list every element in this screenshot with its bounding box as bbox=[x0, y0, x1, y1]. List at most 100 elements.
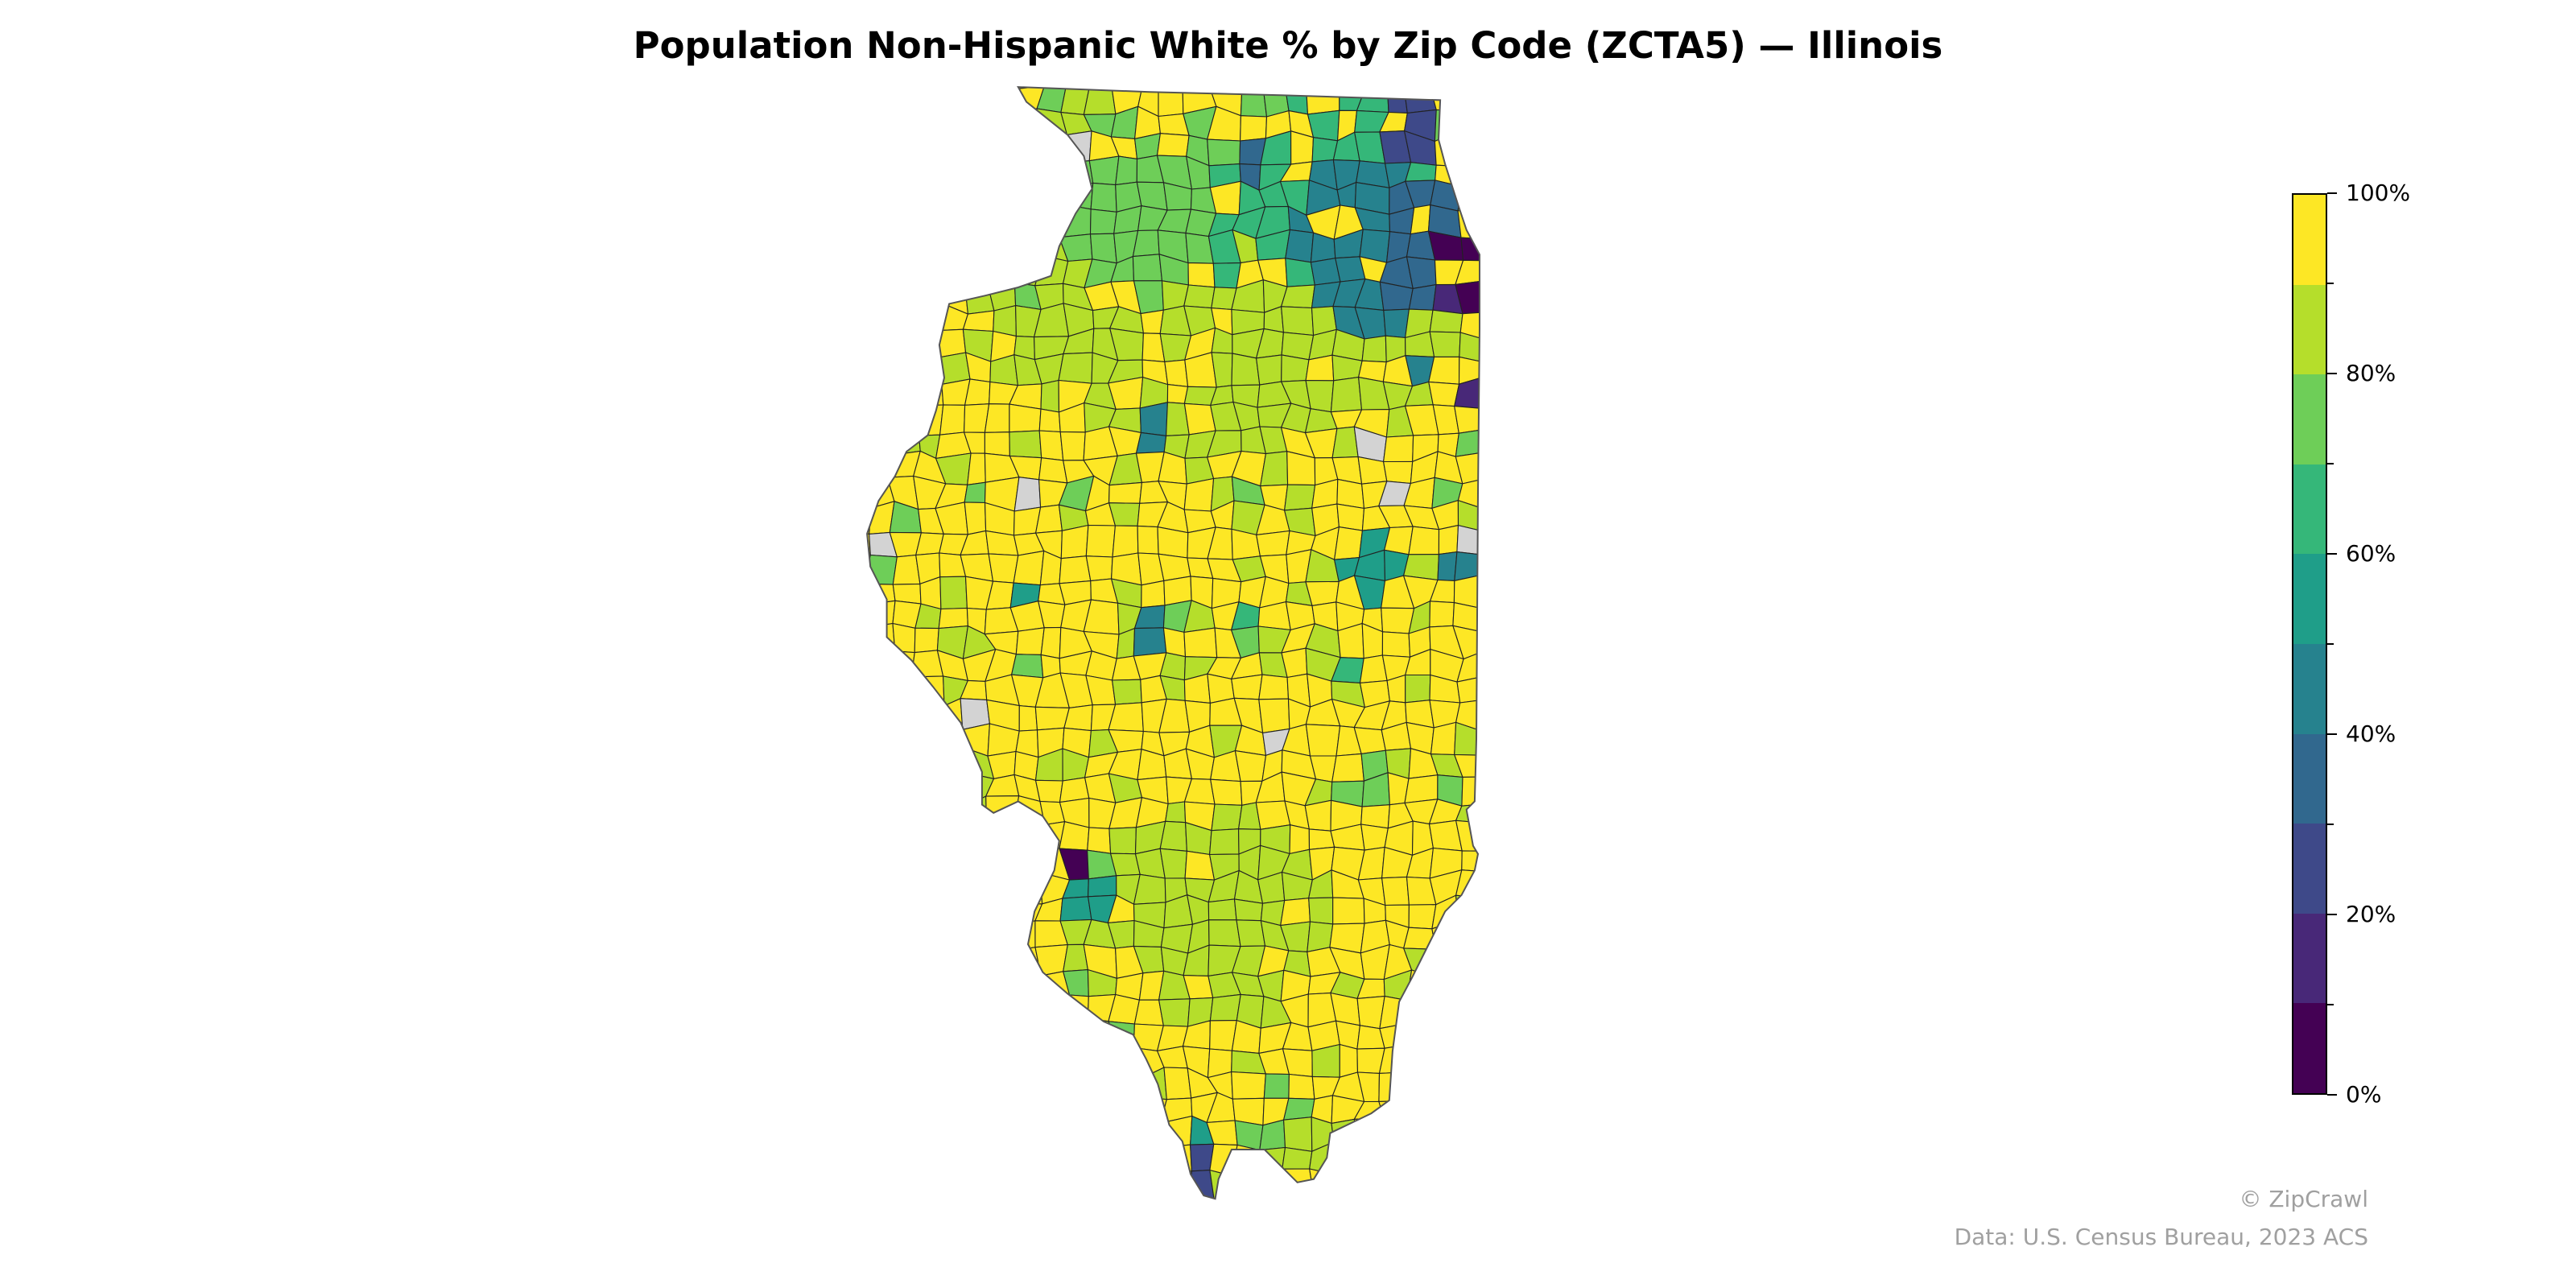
colorbar-bin-8 bbox=[2293, 284, 2326, 375]
zip-polygon bbox=[844, 280, 865, 314]
zip-polygon bbox=[1478, 949, 1480, 976]
zip-polygon bbox=[1034, 779, 1063, 803]
zip-polygon bbox=[1428, 356, 1460, 385]
zip-polygon bbox=[1013, 846, 1042, 873]
zip-polygon bbox=[1059, 1018, 1088, 1049]
zip-polygon bbox=[1231, 353, 1261, 386]
zip-polygon bbox=[1479, 1171, 1480, 1198]
zip-polygon bbox=[1428, 1166, 1458, 1193]
zip-polygon bbox=[867, 1043, 896, 1070]
zip-polygon bbox=[1157, 1170, 1192, 1197]
zip-polygon bbox=[918, 844, 942, 880]
zip-polygon bbox=[867, 800, 873, 831]
zip-polygon bbox=[1410, 1171, 1440, 1199]
zip-polygon bbox=[888, 943, 921, 978]
colorbar-bin-3 bbox=[2293, 733, 2326, 824]
zip-polygon bbox=[1285, 229, 1315, 263]
zip-polygon bbox=[961, 1167, 990, 1199]
zip-polygon bbox=[910, 995, 944, 1025]
zip-polygon bbox=[990, 943, 1019, 980]
zip-polygon bbox=[1108, 1043, 1144, 1079]
zip-polygon bbox=[966, 795, 988, 830]
zip-polygon bbox=[886, 87, 919, 118]
zip-polygon bbox=[867, 479, 872, 509]
zip-polygon bbox=[1141, 580, 1166, 609]
zip-polygon bbox=[867, 407, 898, 435]
zip-polygon bbox=[910, 876, 940, 901]
zip-polygon bbox=[921, 1215, 947, 1243]
zip-polygon bbox=[1137, 525, 1159, 555]
zip-polygon bbox=[1484, 609, 1503, 634]
zip-polygon bbox=[1283, 484, 1316, 511]
zip-polygon bbox=[937, 165, 970, 184]
zip-polygon bbox=[886, 699, 919, 729]
zip-polygon bbox=[1011, 994, 1041, 1027]
zip-polygon bbox=[1230, 1168, 1268, 1199]
zip-polygon bbox=[1308, 897, 1334, 925]
zip-polygon bbox=[1062, 1073, 1092, 1100]
zip-polygon bbox=[1358, 1140, 1383, 1173]
zip-polygon bbox=[867, 110, 894, 134]
zip-polygon bbox=[1034, 1046, 1067, 1079]
zip-polygon bbox=[1486, 973, 1504, 1002]
zip-polygon bbox=[892, 1170, 919, 1199]
zip-polygon bbox=[987, 850, 1019, 878]
zip-polygon bbox=[989, 132, 1018, 163]
zip-polygon bbox=[1405, 674, 1431, 704]
zip-polygon bbox=[938, 869, 968, 905]
zip-polygon bbox=[867, 943, 890, 978]
zip-polygon bbox=[943, 729, 968, 751]
zip-polygon bbox=[967, 452, 986, 485]
zip-polygon bbox=[1385, 59, 1409, 85]
zip-polygon bbox=[1477, 408, 1480, 433]
zip-polygon bbox=[1159, 820, 1187, 852]
zip-polygon bbox=[1241, 60, 1263, 85]
zip-polygon bbox=[1059, 204, 1092, 238]
zip-polygon bbox=[867, 650, 868, 684]
zip-polygon bbox=[911, 329, 943, 359]
zip-polygon bbox=[989, 1191, 1018, 1199]
zip-polygon bbox=[1067, 62, 1094, 85]
zip-polygon bbox=[943, 1100, 968, 1125]
zip-polygon bbox=[1089, 208, 1117, 235]
zip-polygon bbox=[939, 576, 968, 610]
zip-polygon bbox=[886, 1146, 919, 1176]
zip-polygon bbox=[1208, 898, 1237, 921]
zip-polygon bbox=[1211, 803, 1243, 832]
zip-polygon bbox=[960, 87, 993, 118]
zip-polygon bbox=[1330, 376, 1363, 413]
zip-polygon bbox=[1481, 261, 1511, 287]
zip-polygon bbox=[1431, 1067, 1461, 1101]
zip-polygon bbox=[910, 1020, 946, 1047]
zip-polygon bbox=[1484, 898, 1512, 930]
zip-polygon bbox=[1429, 1043, 1463, 1070]
zip-polygon bbox=[867, 1100, 897, 1123]
zip-polygon bbox=[1484, 575, 1509, 609]
zip-polygon bbox=[943, 87, 971, 89]
zip-polygon bbox=[962, 206, 994, 241]
zip-polygon bbox=[1484, 749, 1511, 779]
zip-polygon bbox=[1337, 87, 1365, 93]
zip-polygon bbox=[960, 155, 996, 190]
zip-polygon bbox=[960, 1018, 994, 1052]
zip-polygon bbox=[867, 429, 869, 458]
zip-polygon bbox=[1483, 1095, 1510, 1119]
zip-polygon bbox=[1382, 435, 1414, 463]
zip-polygon bbox=[964, 256, 993, 281]
zip-polygon bbox=[837, 229, 864, 263]
zip-polygon bbox=[1015, 206, 1044, 237]
zip-polygon bbox=[1157, 526, 1189, 559]
zip-polygon bbox=[1288, 1073, 1315, 1100]
zip-polygon bbox=[1454, 131, 1480, 167]
zip-polygon bbox=[839, 1069, 865, 1101]
zip-polygon bbox=[1159, 848, 1187, 879]
zip-polygon bbox=[964, 502, 987, 535]
zip-polygon bbox=[961, 993, 994, 1027]
zip-polygon bbox=[1084, 1074, 1114, 1097]
zip-polygon bbox=[920, 357, 943, 386]
zip-polygon bbox=[1479, 505, 1480, 535]
zip-polygon bbox=[1479, 87, 1480, 118]
zip-polygon bbox=[867, 386, 871, 414]
zip-polygon bbox=[942, 1195, 970, 1199]
